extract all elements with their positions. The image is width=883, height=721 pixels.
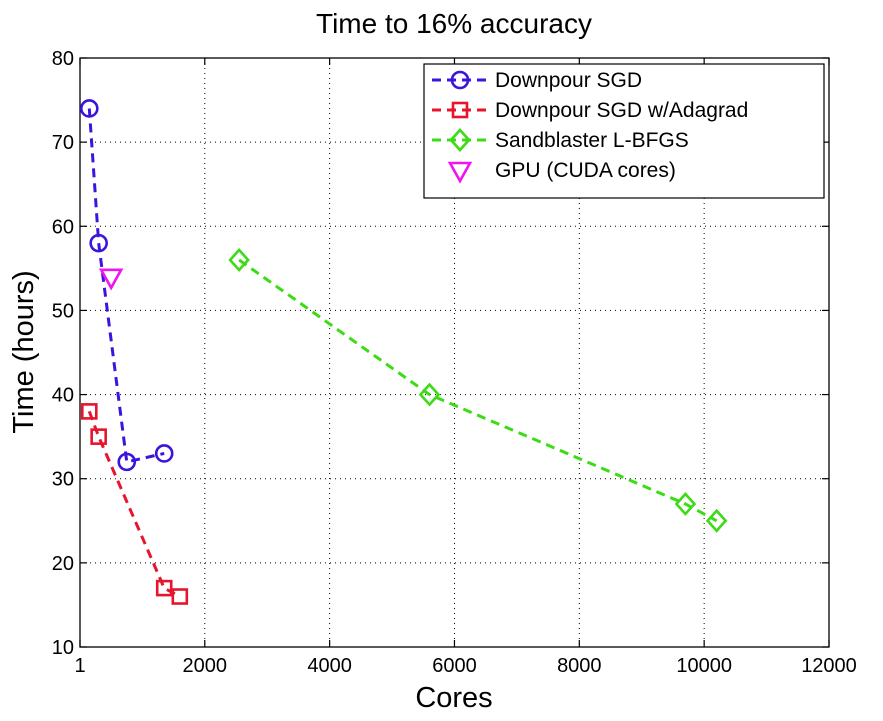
x-tick-labels: 1 2000 4000 6000 8000 10000 12000 — [74, 655, 856, 677]
x-tick-label: 10000 — [676, 655, 732, 677]
legend-box — [423, 63, 825, 199]
data-point — [98, 268, 124, 291]
x-axis-title: Cores — [415, 682, 492, 714]
data-point — [705, 508, 728, 533]
y-tick-label: 60 — [52, 216, 74, 238]
legend-marker — [451, 101, 469, 119]
data-point — [81, 403, 98, 420]
grid — [80, 58, 829, 647]
x-tick-label: 2000 — [183, 655, 228, 677]
y-tick-label: 80 — [52, 48, 74, 70]
y-tick-label: 10 — [52, 637, 74, 659]
legend-label: Downpour SGD w/Adagrad — [495, 99, 748, 122]
y-tick-label: 70 — [52, 132, 74, 154]
y-tick-label: 20 — [52, 553, 74, 575]
legend-item: Sandblaster L-BFGS — [432, 128, 689, 152]
x-tick-label: 1 — [74, 655, 85, 677]
series-layer — [80, 99, 728, 605]
y-tick-labels: 10 20 30 40 50 60 70 80 — [52, 48, 74, 659]
legend-marker — [450, 70, 470, 90]
series-line — [87, 410, 181, 598]
legend-item: Downpour SGD — [432, 69, 642, 92]
x-tick-label: 6000 — [432, 655, 477, 677]
x-tick-label: 4000 — [307, 655, 352, 677]
data-point — [80, 99, 99, 118]
x-tick-label: 12000 — [801, 655, 857, 677]
legend: Downpour SGD Downpour SGD w/Adagrad Sandbl… — [423, 63, 825, 199]
data-point — [418, 382, 441, 407]
legend-label: Downpour SGD — [495, 69, 642, 92]
series-1 — [81, 403, 189, 605]
series-line — [238, 258, 718, 523]
series-3 — [98, 268, 124, 291]
data-point — [90, 428, 107, 445]
y-axis-title: Time (hours) — [8, 270, 40, 433]
series-2 — [228, 247, 728, 533]
data-point — [674, 492, 697, 516]
data-point — [155, 579, 173, 597]
data-point — [171, 588, 189, 605]
legend-item: GPU (CUDA cores) — [447, 159, 676, 184]
y-tick-label: 40 — [52, 385, 74, 407]
legend-marker — [447, 161, 473, 184]
axis-ticks — [79, 57, 830, 648]
data-point — [89, 233, 108, 253]
legend-marker — [449, 128, 471, 152]
y-tick-label: 50 — [52, 300, 74, 322]
legend-item: Downpour SGD w/Adagrad — [432, 99, 748, 122]
data-point — [228, 247, 250, 272]
legend-label: GPU (CUDA cores) — [495, 159, 676, 182]
legend-label: Sandblaster L-BFGS — [495, 129, 689, 152]
data-point — [117, 452, 137, 472]
data-point — [154, 444, 174, 463]
series-line — [87, 108, 165, 464]
x-tick-label: 8000 — [557, 655, 602, 677]
series-0 — [80, 99, 174, 472]
chart-title: Time to 16% accuracy — [316, 8, 592, 39]
y-tick-label: 30 — [52, 469, 74, 491]
